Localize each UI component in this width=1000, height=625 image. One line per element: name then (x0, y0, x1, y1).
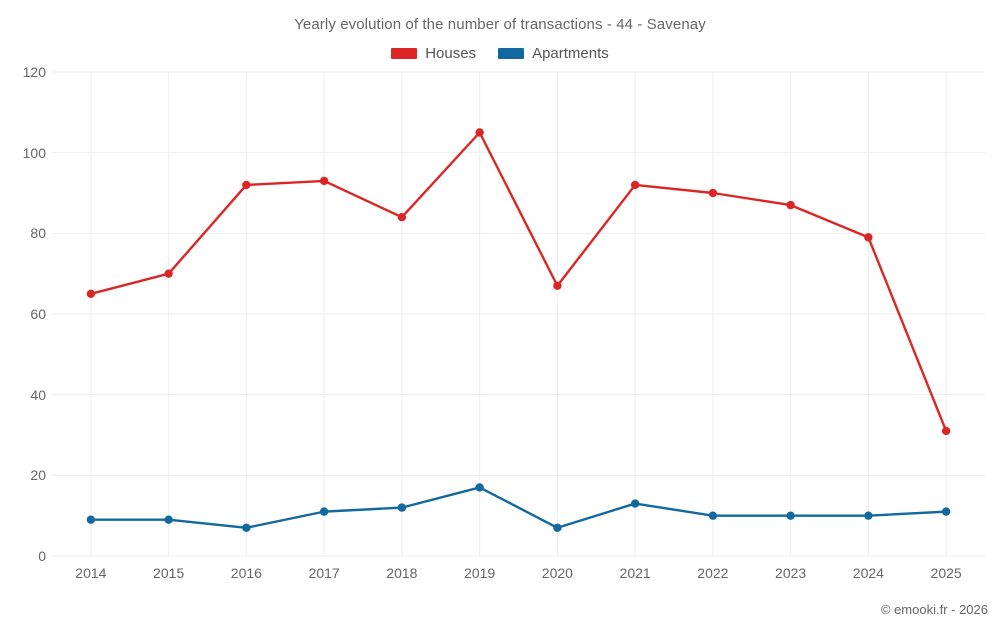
y-axis-tick-label: 0 (38, 548, 46, 564)
y-axis-tick-label: 100 (22, 144, 46, 161)
data-point-apartments-2017[interactable] (319, 507, 329, 516)
y-axis-tick-label: 120 (22, 64, 46, 80)
data-point-houses-2016[interactable] (242, 180, 251, 190)
y-axis-tick-label: 60 (30, 306, 46, 322)
legend-label: Houses (425, 45, 477, 62)
x-axis-tick-label: 2015 (153, 565, 185, 581)
data-point-apartments-2022[interactable] (708, 511, 718, 520)
x-axis-tick-label: 2014 (75, 565, 107, 581)
data-point-apartments-2019[interactable] (475, 483, 484, 492)
data-point-houses-2024[interactable] (864, 233, 873, 242)
data-point-apartments-2023[interactable] (786, 511, 795, 520)
legend-label: Apartments (532, 45, 609, 62)
data-point-houses-2020[interactable] (553, 281, 562, 290)
x-axis-tick-label: 2023 (775, 565, 807, 581)
legend-swatch-icon (391, 48, 418, 59)
data-point-houses-2017[interactable] (319, 176, 329, 186)
copyright-credit: © emooki.fr - 2026 (880, 602, 988, 617)
data-point-apartments-2021[interactable] (630, 499, 640, 508)
legend-item-apartments[interactable]: Apartments (498, 45, 609, 62)
data-point-apartments-2016[interactable] (242, 523, 251, 532)
y-axis-tick-label: 80 (30, 225, 46, 242)
x-axis-tick-label: 2024 (852, 565, 884, 581)
series-line-houses (89, 131, 948, 433)
data-point-houses-2015[interactable] (164, 269, 173, 278)
data-point-apartments-2015[interactable] (164, 515, 173, 524)
data-point-apartments-2025[interactable] (941, 507, 951, 516)
x-axis-tick-label: 2022 (697, 565, 729, 581)
data-point-houses-2022[interactable] (708, 188, 718, 198)
x-axis-tick-label: 2025 (930, 565, 962, 581)
legend-swatch-icon (498, 48, 525, 59)
x-axis-tick-label: 2016 (230, 565, 262, 581)
y-axis: 0 20 40 60 80 100 120 (0, 0, 46, 625)
y-axis-tick-label: 20 (30, 467, 46, 484)
y-axis-tick-label: 40 (30, 386, 46, 403)
data-point-houses-2019[interactable] (475, 128, 484, 137)
x-axis-tick-label: 2017 (308, 565, 340, 581)
chart-title: Yearly evolution of the number of transa… (294, 16, 706, 33)
data-point-apartments-2018[interactable] (397, 503, 407, 512)
data-point-houses-2025[interactable] (941, 426, 951, 436)
chart-legend: Houses Apartments (0, 45, 1000, 62)
data-point-apartments-2020[interactable] (553, 523, 562, 532)
x-axis-tick-label: 2020 (541, 565, 573, 581)
data-point-houses-2021[interactable] (630, 180, 640, 190)
data-point-houses-2023[interactable] (786, 200, 795, 210)
data-point-houses-2018[interactable] (397, 213, 407, 222)
x-axis-tick-label: 2018 (386, 565, 418, 581)
x-axis-tick-label: 2021 (619, 565, 651, 581)
data-point-apartments-2014[interactable] (86, 515, 96, 524)
x-axis-tick-label: 2019 (464, 565, 496, 581)
legend-item-houses[interactable]: Houses (391, 45, 476, 62)
data-point-houses-2014[interactable] (86, 289, 96, 299)
data-point-apartments-2024[interactable] (864, 511, 873, 520)
series-line-apartments (89, 486, 948, 529)
